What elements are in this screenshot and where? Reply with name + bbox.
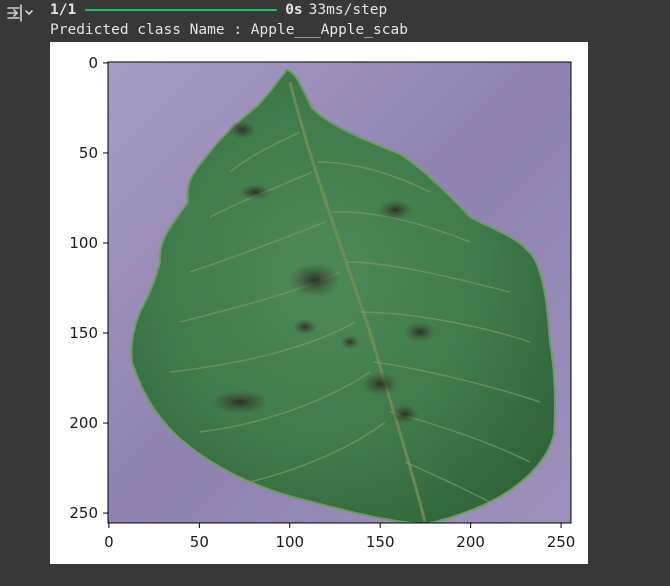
progress-count: 1/1	[50, 2, 77, 18]
y-tick-label: 50	[79, 144, 98, 162]
x-tick-label: 250	[547, 533, 576, 551]
y-tick-label: 0	[88, 54, 98, 72]
y-tick-label: 250	[69, 504, 98, 522]
progress-line: 1/1 0s 33ms/step	[50, 0, 387, 20]
x-tick-label: 100	[275, 533, 304, 551]
x-tick-label: 200	[456, 533, 485, 551]
plot-figure: 0 50 100 150 200 250 0 50 100 150 200 250	[50, 42, 588, 564]
progress-bar	[85, 9, 278, 11]
y-tick-label: 100	[69, 234, 98, 252]
prediction-text: Predicted class Name : Apple___Apple_sca…	[50, 22, 408, 38]
progress-rate: 33ms/step	[308, 2, 388, 18]
x-tick-label: 150	[366, 533, 395, 551]
y-tick-label: 200	[69, 414, 98, 432]
leaf-image	[108, 62, 571, 523]
plot-svg: 0 50 100 150 200 250 0 50 100 150 200 250	[69, 54, 575, 551]
output-toggle-icon[interactable]	[4, 2, 36, 24]
x-tick-label: 50	[190, 533, 209, 551]
axes-frame	[107, 61, 572, 524]
x-axis: 0 50 100 150 200 250	[104, 523, 575, 551]
y-tick-label: 150	[69, 324, 98, 342]
y-axis: 0 50 100 150 200 250	[69, 54, 108, 522]
x-tick-label: 0	[104, 533, 114, 551]
progress-time: 0s	[285, 2, 303, 18]
